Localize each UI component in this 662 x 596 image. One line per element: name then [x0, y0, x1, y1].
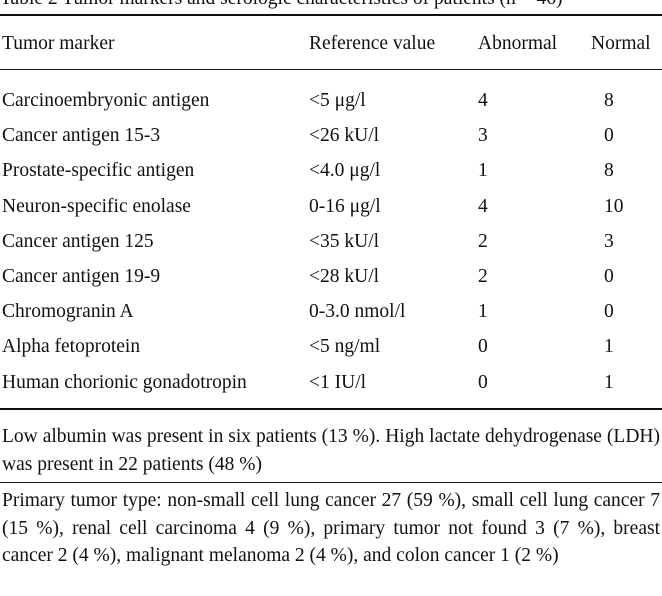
table-row: Cancer antigen 19-9 <28 kU/l 2 0: [0, 259, 662, 294]
cell-abnormal: 2: [478, 266, 488, 287]
cell-reference-value: <1 IU/l: [309, 371, 367, 393]
cell-abnormal: 2: [478, 230, 488, 252]
table-header-rule: [0, 69, 662, 70]
table-top-rule: [0, 14, 662, 16]
header-normal: Normal: [591, 33, 651, 54]
note-divider-rule: [0, 482, 662, 483]
cell-abnormal: 3: [478, 125, 488, 147]
table-row: Human chorionic gonadotropin <1 IU/l 0 1: [0, 365, 662, 400]
cell-abnormal: 1: [478, 160, 488, 182]
cell-normal: 1: [604, 371, 614, 393]
cell-normal: 8: [604, 90, 614, 111]
cell-tumor-marker: Prostate-specific antigen: [2, 160, 195, 182]
cell-tumor-marker: Alpha fetoprotein: [2, 336, 141, 358]
footnote-primary-tumor: Primary tumor type: non-small cell lung …: [2, 490, 660, 566]
cell-reference-value: <4.0 μg/l: [309, 160, 381, 182]
cell-reference-value: 0-16 μg/l: [309, 195, 381, 217]
header-reference-value: Reference value: [309, 33, 436, 54]
cell-abnormal: 0: [478, 371, 488, 393]
cell-normal: 0: [604, 301, 614, 323]
cell-reference-value: <5 ng/ml: [309, 336, 381, 358]
table-row: Alpha fetoprotein <5 ng/ml 0 1: [0, 329, 662, 364]
footnote-serology: Low albumin was present in six patients …: [2, 426, 660, 475]
cell-normal: 8: [604, 160, 614, 182]
table-row: Prostate-specific antigen <4.0 μg/l 1 8: [0, 153, 662, 188]
table-bottom-rule: [0, 408, 662, 410]
table-row: Cancer antigen 125 <35 kU/l 2 3: [0, 224, 662, 259]
cell-reference-value: 0-3.0 nmol/l: [309, 301, 406, 323]
cell-reference-value: <5 μg/l: [309, 90, 366, 111]
cell-normal: 0: [604, 266, 614, 287]
cell-tumor-marker: Neuron-specific enolase: [2, 195, 191, 217]
cell-tumor-marker: Carcinoembryonic antigen: [2, 90, 210, 111]
table-caption: Table 2 Tumor markers and serologic char…: [0, 0, 662, 12]
cell-reference-value: <35 kU/l: [309, 230, 380, 252]
cell-normal: 10: [604, 195, 624, 217]
cell-normal: 0: [604, 125, 614, 147]
table-row: Carcinoembryonic antigen <5 μg/l 4 8: [0, 83, 662, 118]
cell-tumor-marker: Chromogranin A: [2, 301, 134, 323]
table-row: Chromogranin A 0-3.0 nmol/l 1 0: [0, 294, 662, 329]
cell-abnormal: 4: [478, 195, 488, 217]
cell-tumor-marker: Cancer antigen 125: [2, 230, 154, 252]
cell-abnormal: 1: [478, 301, 488, 323]
header-abnormal: Abnormal: [478, 33, 558, 54]
table-row: Neuron-specific enolase 0-16 μg/l 4 10: [0, 189, 662, 224]
cell-abnormal: 4: [478, 90, 488, 111]
table-header-row: Tumor marker Reference value Abnormal No…: [0, 26, 662, 61]
cell-tumor-marker: Human chorionic gonadotropin: [2, 371, 247, 393]
cell-abnormal: 0: [478, 336, 488, 358]
header-tumor-marker: Tumor marker: [2, 33, 115, 54]
cell-tumor-marker: Cancer antigen 19-9: [2, 266, 161, 287]
cell-reference-value: <28 kU/l: [309, 266, 380, 287]
cell-normal: 1: [604, 336, 614, 358]
cell-reference-value: <26 kU/l: [309, 125, 380, 147]
cell-normal: 3: [604, 230, 614, 252]
table-row: Cancer antigen 15-3 <26 kU/l 3 0: [0, 118, 662, 153]
cell-tumor-marker: Cancer antigen 15-3: [2, 125, 161, 147]
